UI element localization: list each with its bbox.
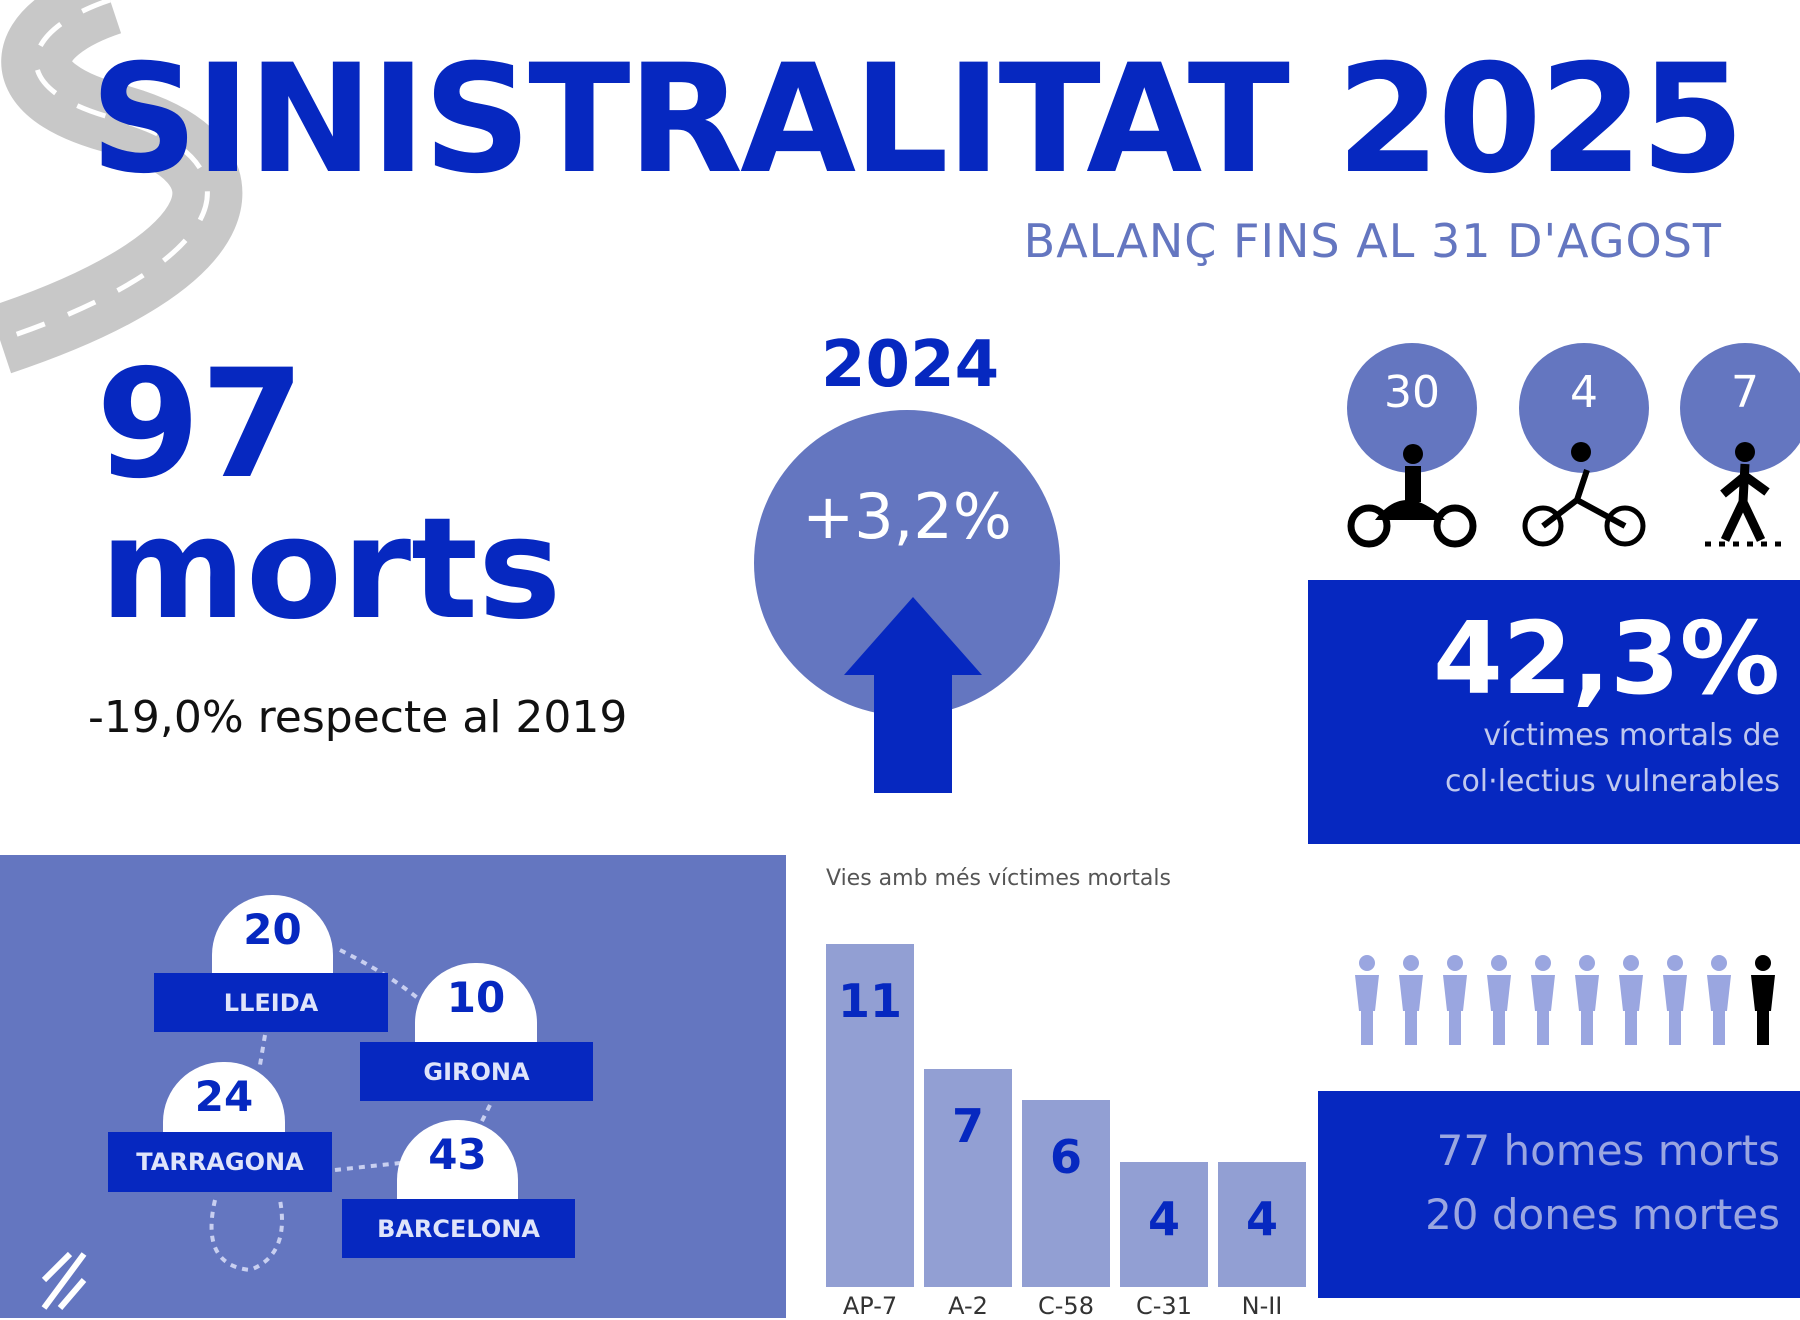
bar-value-label: 4 [1245, 1192, 1278, 1247]
road-illustration [0, 0, 243, 374]
change-percent: +3,2% [802, 480, 1012, 553]
vulnerable-text-2: col·lectius vulnerables [1444, 764, 1780, 799]
person-light-icon [1707, 955, 1731, 1045]
person-light-icon [1531, 955, 1555, 1045]
total-deaths-value: 97 [96, 338, 305, 512]
region-label-barcelona: BARCELONA [342, 1199, 575, 1258]
comparison-year: 2024 [821, 328, 1000, 402]
person-light-icon [1487, 955, 1511, 1045]
comparison-2019: -19,0% respecte al 2019 [88, 692, 628, 743]
category-label: C-31 [1136, 1292, 1192, 1320]
bar: 11 [826, 944, 914, 1287]
vulnerable-box [1308, 580, 1800, 844]
bar-value-label: 11 [837, 974, 902, 1028]
gender-box [1318, 1091, 1800, 1298]
bar: 7 [924, 1068, 1012, 1287]
bar: 4 [1218, 1162, 1306, 1287]
person-light-icon [1443, 955, 1467, 1045]
bar-value-label: 7 [951, 1098, 984, 1153]
category-label: C-58 [1038, 1292, 1094, 1320]
logo-icon [41, 1251, 87, 1310]
vulnerable-percent: 42,3% [1433, 600, 1780, 717]
bar: 4 [1120, 1162, 1208, 1287]
pedestrian-icon [1705, 442, 1785, 547]
region-label-lleida: LLEIDA [154, 973, 388, 1032]
page-title: SINISTRALITAT 2025 [90, 33, 1745, 207]
person-light-icon [1399, 955, 1423, 1045]
motorcycle-icon [1347, 444, 1477, 548]
total-deaths-unit: morts [100, 488, 562, 651]
category-label: AP-7 [842, 1292, 898, 1320]
men-deaths: 77 homes morts [1436, 1126, 1780, 1175]
bar: 6 [1022, 1099, 1110, 1287]
region-value-barcelona: 43 [397, 1120, 518, 1199]
region-label-tarragona: TARRAGONA [108, 1132, 332, 1192]
person-dark-icon [1751, 955, 1775, 1045]
chart-title: Vies amb més víctimes mortals [826, 866, 1171, 891]
vulnerable-text-1: víctimes mortals de [1483, 718, 1780, 753]
region-label-girona: GIRONA [360, 1042, 593, 1101]
category-label: A-2 [948, 1292, 988, 1320]
bicycle-icon [1522, 442, 1646, 547]
bar-value-label: 6 [1049, 1129, 1082, 1184]
person-light-icon [1619, 955, 1643, 1045]
person-light-icon [1575, 955, 1599, 1045]
gender-people-icons [1355, 955, 1775, 1045]
person-light-icon [1355, 955, 1379, 1045]
women-deaths: 20 dones mortes [1425, 1190, 1780, 1239]
arrow-up-icon [844, 597, 982, 793]
person-light-icon [1663, 955, 1687, 1045]
bar-value-label: 4 [1147, 1192, 1180, 1247]
pedestrian-count: 7 [1680, 343, 1800, 473]
category-label: N-II [1241, 1292, 1283, 1320]
page-subtitle: BALANÇ FINS AL 31 D'AGOST [1023, 214, 1722, 268]
